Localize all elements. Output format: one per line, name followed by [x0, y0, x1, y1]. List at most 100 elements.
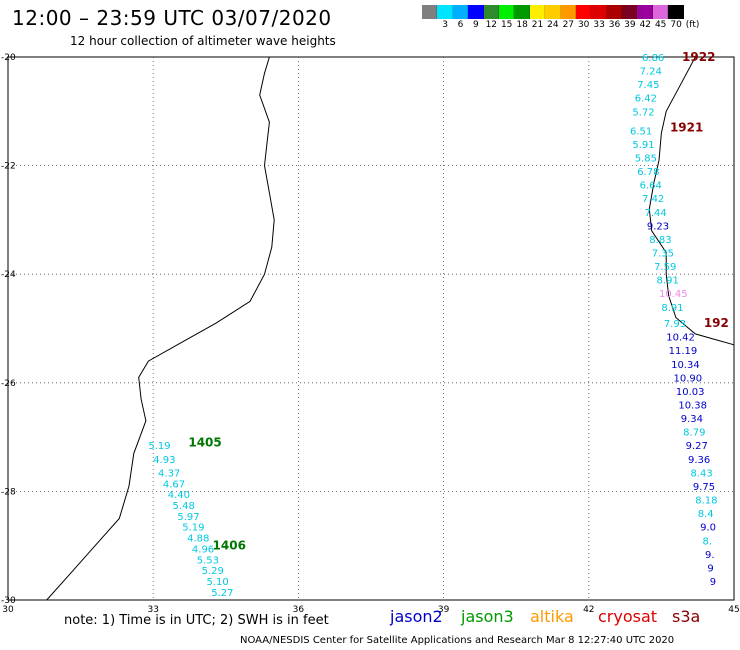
legend-swatch: [498, 5, 515, 19]
legend-label: 45: [654, 20, 667, 30]
x-tick-label: 42: [583, 605, 594, 615]
wave-height-value: 8.79: [683, 428, 705, 439]
legend-swatch: [560, 5, 576, 19]
wave-height-value: 7.24: [640, 67, 662, 78]
wave-height-value: 6.64: [640, 181, 662, 192]
wave-height-value: 8.91: [661, 303, 683, 314]
legend-swatch: [668, 5, 684, 19]
y-tick-label: -30: [1, 596, 16, 606]
legend-label: 3: [442, 20, 448, 30]
wave-height-value: 5.29: [202, 566, 224, 577]
wave-height-value: 7.35: [652, 248, 674, 259]
wave-height-value: 4.40: [168, 490, 190, 501]
wave-height-value: 5.53: [197, 555, 219, 566]
legend-label: 21: [531, 20, 544, 30]
wave-height-value: 5.27: [211, 588, 233, 599]
wave-height-value: 11.19: [669, 346, 698, 357]
pass-number: 1921: [670, 121, 703, 135]
wave-height-value: 5.19: [182, 523, 204, 534]
map-title: 12:00 – 23:59 UTC 03/07/2020: [12, 6, 332, 30]
y-tick-label: -22: [1, 162, 16, 172]
legend-unit: (ft): [685, 20, 700, 30]
legend-label: 33: [593, 20, 605, 30]
footer-note: note: 1) Time is in UTC; 2) SWH is in fe…: [64, 613, 329, 628]
y-tick-label: -28: [1, 487, 16, 497]
satellite-name: jason3: [461, 607, 514, 626]
legend-swatch: [606, 5, 623, 19]
wave-height-value: 9: [710, 577, 716, 588]
legend-swatch: [437, 5, 453, 19]
wave-height-value: 4.93: [153, 455, 175, 466]
madagascar-coastline: [648, 56, 735, 346]
x-tick-label: 36: [293, 605, 305, 615]
pass-number: 1922: [682, 50, 715, 64]
legend-label: 24: [547, 20, 559, 30]
legend-swatch: [422, 5, 438, 19]
legend-label: 15: [500, 20, 513, 30]
legend-label: 9: [473, 20, 479, 30]
wave-height-value: 9.0: [700, 523, 716, 534]
x-tick-label: 30: [2, 605, 14, 615]
x-tick-label: 33: [147, 605, 158, 615]
y-tick-label: -20: [1, 53, 16, 63]
pass-number: 1405: [188, 436, 221, 450]
wave-height-value: 8.91: [657, 276, 679, 287]
wave-height-value: 10.38: [678, 401, 707, 412]
wave-height-value: 9.36: [688, 455, 710, 466]
legend-swatch: [652, 5, 669, 19]
wave-height-value: 7.93: [664, 319, 686, 330]
legend-label: 39: [624, 20, 636, 30]
legend-label: 70: [670, 20, 682, 30]
wave-height-value: 10.90: [674, 373, 703, 384]
y-tick-label: -26: [1, 379, 16, 389]
wave-height-value: 6.51: [630, 126, 652, 137]
wave-height-value: 6.78: [637, 167, 659, 178]
wave-height-value: 8.83: [649, 235, 671, 246]
wave-height-value: 10.03: [676, 387, 705, 398]
pass-number: 1406: [213, 539, 246, 553]
wave-height-value: 4.67: [163, 479, 185, 490]
x-tick-label: 39: [438, 605, 450, 615]
wave-height-value: 4.37: [158, 468, 180, 479]
wave-height-value: 9.75: [693, 482, 715, 493]
wave-height-value: 8.4: [698, 509, 714, 520]
wave-height-value: 6.86: [642, 53, 664, 64]
wave-height-value: 5.10: [206, 577, 228, 588]
satellite-name: altika: [530, 607, 574, 626]
satellite-name: s3a: [672, 607, 701, 626]
legend-swatch: [529, 5, 546, 19]
legend-swatch: [575, 5, 592, 19]
wave-height-value: 10.45: [659, 289, 688, 300]
wave-height-value: 9.34: [681, 414, 703, 425]
map-frame: [7, 56, 735, 601]
wave-height-value: 5.85: [635, 153, 657, 164]
wave-height-value: 8.18: [695, 496, 717, 507]
map-subtitle: 12 hour collection of altimeter wave hei…: [70, 34, 336, 48]
wave-height-value: 9.23: [647, 221, 669, 232]
legend-swatch: [468, 5, 484, 19]
wave-height-value: 5.97: [177, 512, 199, 523]
legend-label: 36: [608, 20, 621, 30]
wave-height-value: 5.72: [632, 107, 654, 118]
wave-height-value: 7.59: [654, 262, 676, 273]
legend-swatch: [452, 5, 469, 19]
legend-swatch: [514, 5, 530, 19]
wave-height-value: 7.42: [642, 194, 664, 205]
legend-label: 12: [485, 20, 498, 30]
wave-height-value: 9.27: [686, 441, 708, 452]
legend-label: 18: [516, 20, 528, 30]
wave-height-value: 9: [707, 563, 713, 574]
legend-label: 6: [457, 20, 464, 30]
legend-swatch: [637, 5, 653, 19]
legend-swatch: [545, 5, 561, 19]
wave-height-value: 9.: [705, 550, 715, 561]
wave-height-value: 8.: [703, 536, 713, 547]
y-tick-label: -24: [1, 270, 16, 280]
africa-coastline: [46, 56, 275, 601]
satellite-name: jason2: [390, 607, 443, 626]
wave-height-value: 5.91: [632, 140, 654, 151]
wave-height-value: 4.88: [187, 534, 209, 545]
wave-height-value: 7.45: [637, 80, 659, 91]
wave-height-value: 4.96: [192, 544, 214, 555]
